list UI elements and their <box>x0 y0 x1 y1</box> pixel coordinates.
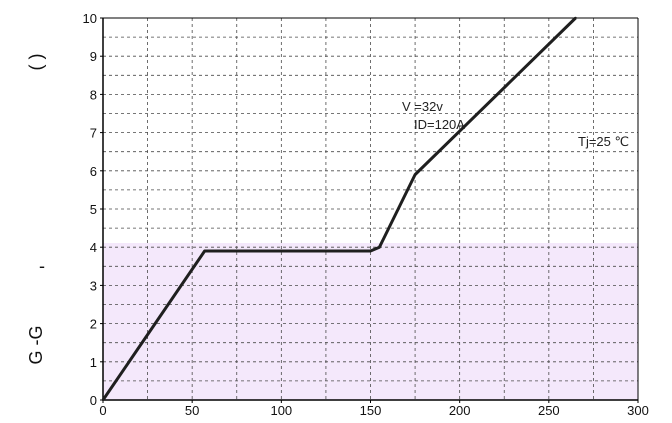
y-tick-label: 4 <box>90 240 97 255</box>
y-tick-label: 1 <box>90 355 97 370</box>
data-point <box>378 246 381 249</box>
y-axis-label-lower: G -G <box>26 326 46 365</box>
y-tick-label: 0 <box>90 393 97 408</box>
annotation-tj: Tj=25 ℃ <box>578 134 629 149</box>
x-tick-label: 150 <box>360 403 382 418</box>
data-point <box>574 16 577 20</box>
grid <box>103 18 638 400</box>
series-layer <box>101 16 577 402</box>
tick-labels: 0 50 100 150 200 250 300 0 1 2 3 4 5 6 7 8 9 10 <box>83 11 649 418</box>
data-point <box>203 249 206 253</box>
y-axis-label-upper: ( ) <box>26 54 46 71</box>
x-tick-label: 100 <box>270 403 292 418</box>
data-point <box>413 173 417 176</box>
y-tick-label: 3 <box>90 278 97 293</box>
y-tick-label: 7 <box>90 126 97 141</box>
x-tick-label: 200 <box>449 403 471 418</box>
x-tick-label: 50 <box>185 403 199 418</box>
y-tick-label: 9 <box>90 49 97 64</box>
y-axis-label-mark: - <box>39 256 45 276</box>
y-tick-label: 2 <box>90 317 97 332</box>
y-tick-label: 5 <box>90 202 97 217</box>
x-tick-label: 0 <box>99 403 106 418</box>
annotation-vds: V =32v <box>402 99 443 114</box>
y-tick-label: 8 <box>90 87 97 102</box>
data-point <box>369 249 372 253</box>
data-point <box>101 398 105 402</box>
x-tick-label: 300 <box>627 403 649 418</box>
annotation-id: ID=120A <box>414 117 465 132</box>
series-line <box>101 16 577 401</box>
y-tick-label: 10 <box>83 11 97 26</box>
y-tick-label: 6 <box>90 164 97 179</box>
x-tick-label: 250 <box>538 403 560 418</box>
